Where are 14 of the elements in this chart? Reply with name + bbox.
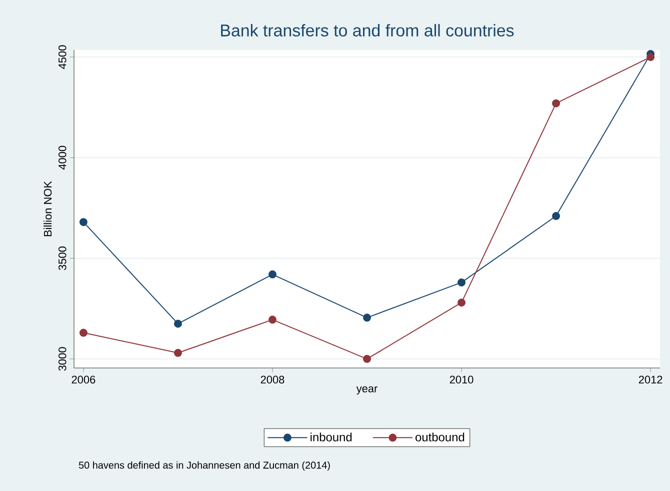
legend-label: outbound [416, 432, 464, 442]
y-tick-label: 3500 [58, 246, 66, 270]
chart-title: Bank transfers to and from all countries [221, 24, 514, 36]
legend-label: inbound [310, 432, 352, 442]
x-tick-label: 2008 [260, 376, 284, 384]
y-tick-label: 3000 [58, 347, 66, 371]
x-axis-title: year [356, 386, 378, 395]
x-tick-label: 2006 [72, 376, 96, 384]
y-axis-title: Billion NOK [44, 181, 52, 236]
x-tick-label: 2010 [450, 376, 474, 384]
text: 50 havens defined as in Johannesen and Zucman (2014) [78, 461, 330, 471]
y-tick-label: 4000 [58, 146, 66, 170]
x-tick-label: 2012 [638, 376, 662, 384]
y-tick-label: 4500 [58, 45, 66, 69]
